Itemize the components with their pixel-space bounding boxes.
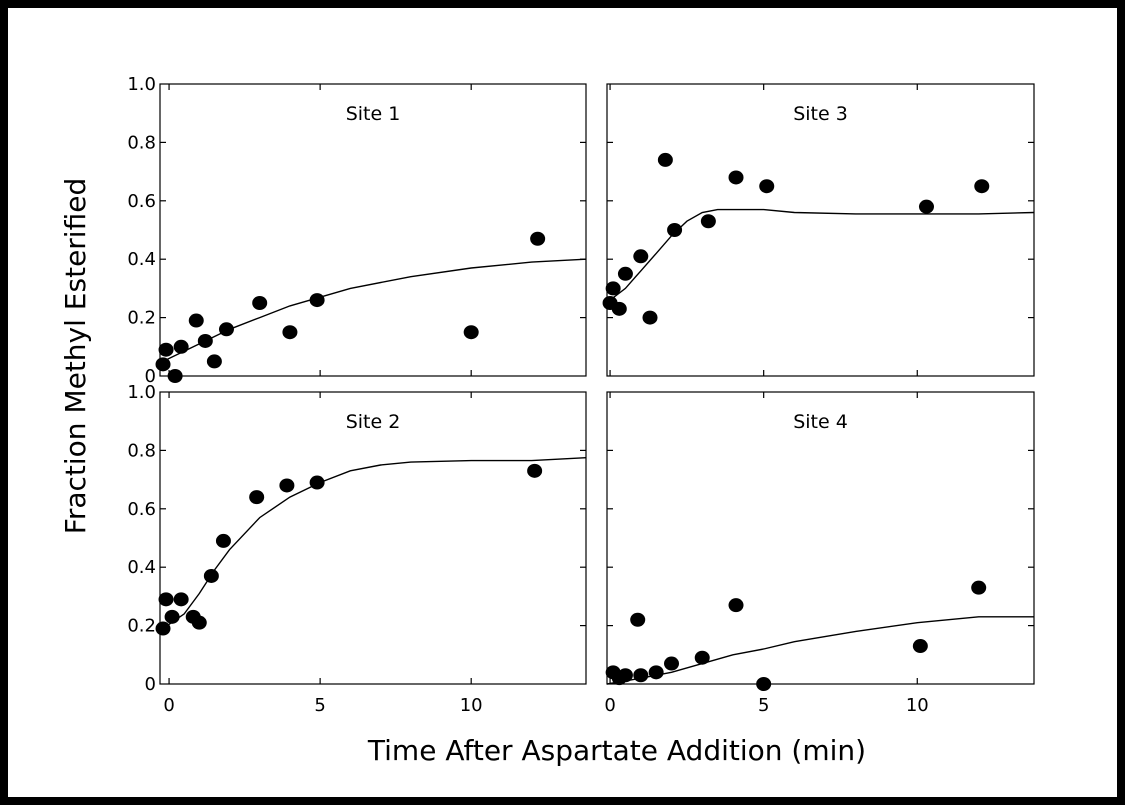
site-1-fit-curve [162,258,587,363]
site-2-data-point [215,533,231,548]
site-2-data-point [249,490,265,505]
site-4-x-tick-label: 5 [758,695,769,716]
site-3-data-point [642,310,658,325]
site-2-data-point [155,621,171,636]
site-1-data-point [206,354,222,369]
site-3-data-point [605,281,621,296]
site-4-data-point [912,639,928,654]
site-2-data-point [173,592,189,607]
site-4-data-point [694,650,710,665]
site-3-data-point [974,179,990,194]
site-1-data-point [463,325,479,340]
site-4-data-point [617,668,633,683]
site-1-frame [159,83,587,377]
site-3-data-point [657,152,673,167]
site-2-data-point [203,568,219,583]
site-3-data-point [667,223,683,237]
site-2-y-tick-label: 0.2 [127,616,156,637]
site-3-data-point [759,179,775,194]
site-4-data-point [971,580,987,595]
site-4-data-point [630,612,646,627]
site-1-y-tick-label: 0.2 [127,308,156,329]
site-1-data-point [155,357,171,372]
site-4-x-tick-label: 10 [906,695,929,716]
site-1-data-point [282,325,298,340]
site-3-fit-curve [609,208,1035,301]
site-1-data-point [218,322,234,337]
site-1-data-point [252,296,268,310]
site-2-data-point [158,592,174,607]
site-1-data-point [173,339,189,354]
site-1-y-tick-label: 0.6 [127,191,156,212]
site-3-data-point [700,214,716,229]
site-2-data-point [527,463,543,478]
site-4-data-point [648,665,664,680]
panel-site-1: 0 0.2 0.4 0.6 0.8 1.0 Site 1 [127,74,587,387]
site-2-y-tick-label: 0.4 [127,557,156,578]
site-3-data-point [728,170,744,185]
site-1-y-tick-label: 0 [145,366,156,387]
site-2-data-point [279,478,295,493]
panel-site-3: Site 3 [602,83,1035,377]
site-4-x-tick-label: 0 [604,695,615,716]
site-1-data-point [530,231,546,246]
site-2-y-tick-label: 0.8 [127,440,156,461]
site-3-frame [606,83,1035,377]
site-4-title: Site 4 [793,411,848,433]
site-2-data-point [191,615,207,630]
site-2-x-tick-label: 0 [163,695,174,716]
site-3-data-point [611,301,627,316]
site-1-data-point [188,313,204,328]
site-4-data-point [728,598,744,613]
site-2-data-point [309,475,325,490]
site-1-data-point [309,293,325,308]
y-axis-title: Fraction Methyl Esterified [59,178,92,534]
panel-site-4: 0 5 10 Site 4 [604,391,1035,716]
site-1-y-tick-label: 0.4 [127,249,156,270]
panels: 0 0.2 0.4 0.6 0.8 1.0 Site 1 Site 3 0 0.2 0.4 0.6 0.… [127,74,1035,716]
panel-site-2: 0 0.2 0.4 0.6 0.8 1.0 0 5 10 Site 2 [127,382,587,716]
site-3-data-point [633,249,649,264]
site-3-data-point [617,266,633,281]
site-1-data-point [158,342,174,357]
site-2-frame [159,391,587,685]
site-1-data-point [167,369,183,383]
site-1-title: Site 1 [346,103,401,125]
site-2-data-point [164,609,180,624]
site-1-y-tick-label: 0.8 [127,132,156,153]
site-1-data-point [197,333,213,348]
site-2-y-tick-label: 0 [145,674,156,695]
site-2-fit-curve [162,457,587,630]
site-2-title: Site 2 [346,411,401,433]
x-axis-title: Time After Aspartate Addition (min) [367,734,866,767]
site-2-y-tick-label: 1.0 [127,382,156,403]
site-4-data-point [633,668,649,683]
site-3-data-point [918,199,934,214]
site-4-frame [606,391,1035,685]
site-2-x-tick-label: 10 [460,695,483,716]
site-4-data-point [756,677,772,691]
site-4-fit-curve [606,616,1034,685]
site-2-x-tick-label: 5 [314,695,325,716]
site-4-data-point [664,656,680,671]
site-3-title: Site 3 [793,103,848,125]
site-2-y-tick-label: 0.6 [127,499,156,520]
site-1-y-tick-label: 1.0 [127,74,156,95]
